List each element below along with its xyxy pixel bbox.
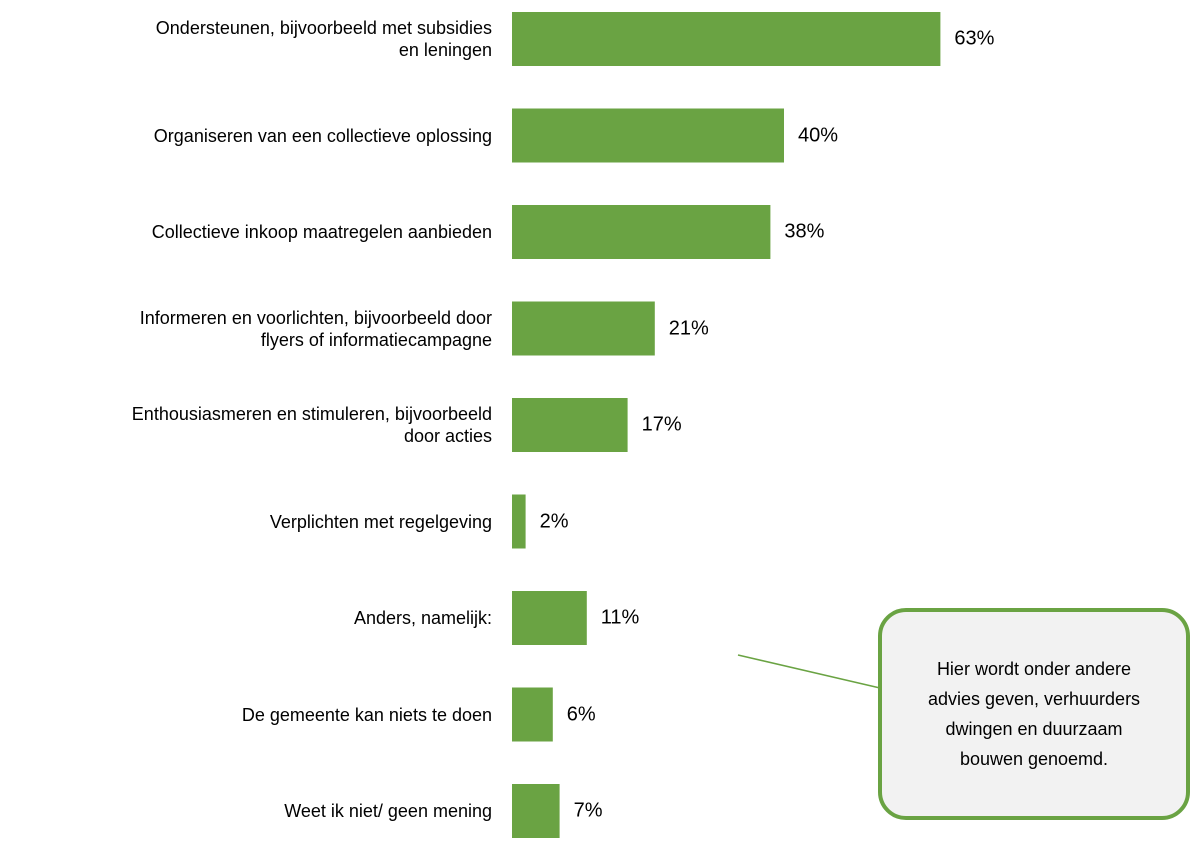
callout-connector <box>737 654 881 689</box>
bar <box>512 301 655 356</box>
category-label: Weet ik niet/ geen mening <box>284 801 492 821</box>
value-label: 2% <box>539 510 569 532</box>
bar <box>512 108 784 163</box>
bar <box>512 205 771 259</box>
value-label: 40% <box>798 124 839 146</box>
category-label: Informeren en voorlichten, bijvoorbeeld … <box>139 307 492 350</box>
bar <box>512 591 587 645</box>
bar <box>512 494 526 549</box>
category-label: Verplichten met regelgeving <box>269 511 492 532</box>
bar <box>512 784 560 838</box>
value-label: 63% <box>954 27 995 50</box>
annotation: Hier wordt onder andere advies geven, ve… <box>927 659 1141 769</box>
category-label: Anders, namelijk: <box>353 608 492 628</box>
value-label: 6% <box>566 703 596 725</box>
category-label: Ondersteunen, bijvoorbeeld met subsidies… <box>155 18 492 60</box>
bar <box>512 398 628 452</box>
value-label: 38% <box>784 220 825 243</box>
value-label: 7% <box>573 799 603 822</box>
value-label: 21% <box>668 317 709 339</box>
bar <box>512 687 553 742</box>
bar <box>512 12 941 66</box>
category-label: Organiseren van een collectieve oplossin… <box>153 125 492 146</box>
callout-box <box>878 608 1190 820</box>
category-label: De gemeente kan niets te doen <box>241 704 492 725</box>
category-label: Enthousiasmeren en stimuleren, bijvoorbe… <box>131 404 492 446</box>
value-label: 17% <box>641 413 682 436</box>
category-label: Collectieve inkoop maatregelen aanbieden <box>151 222 492 242</box>
value-label: 11% <box>600 606 640 629</box>
